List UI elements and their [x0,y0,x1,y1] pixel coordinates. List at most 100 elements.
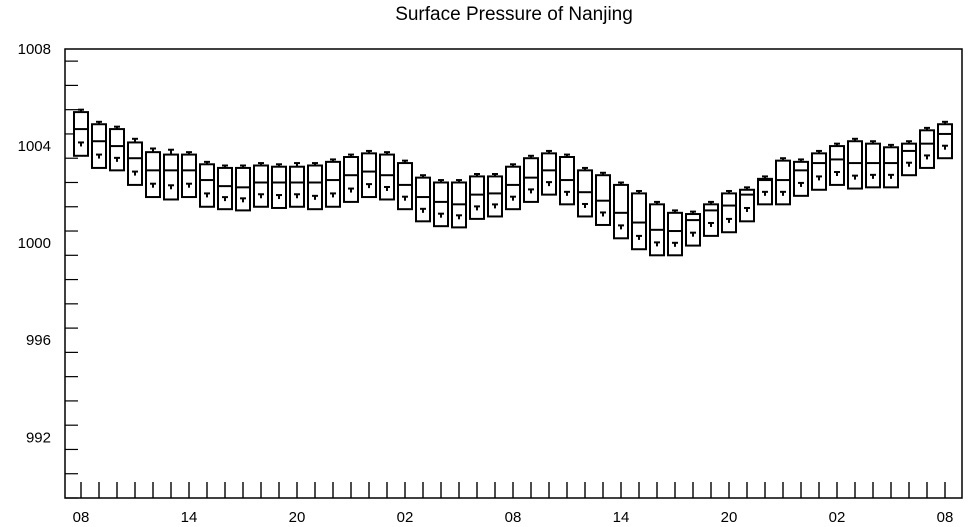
box-group [523,154,539,203]
box-group [127,137,143,186]
box [703,203,719,237]
box-group [577,166,593,218]
box-group [757,175,773,206]
box-group [343,153,359,203]
box [829,145,845,186]
box [91,123,107,169]
box-group [271,163,287,209]
box [343,156,359,203]
box [469,175,485,220]
box-group [235,164,251,212]
box [613,183,629,240]
box [253,164,269,208]
box-series [73,108,953,257]
box-group [937,120,953,160]
box-group [415,174,431,223]
box [487,175,503,218]
box [199,163,215,208]
box-group [847,137,863,190]
box-group [631,189,647,251]
box-group [73,108,89,157]
box [235,166,251,212]
x-axis: 08 14 20 02 08 14 20 02 08 [73,482,954,526]
box-group [217,164,233,211]
box [775,159,791,206]
box [721,192,737,234]
y-tick-label: 1008 [18,41,51,58]
box-group [667,209,683,257]
box [865,142,881,189]
y-tick-label: 992 [26,429,51,446]
x-tick-label: 20 [289,509,306,526]
box [217,166,233,211]
x-tick-label: 02 [397,509,414,526]
box [307,164,323,211]
box [325,160,341,208]
box-group [865,140,881,189]
box [883,146,899,189]
y-tick-label: 996 [26,332,51,349]
box-group [739,186,755,223]
box-group [91,120,107,169]
chart-title: Surface Pressure of Nanjing [395,4,633,25]
box [685,213,701,247]
x-tick-label: 14 [181,509,198,526]
box-group [487,172,503,218]
box-group [901,140,917,177]
box [847,140,863,190]
box [811,152,827,191]
x-tick-label: 08 [73,509,90,526]
box [289,165,305,208]
box-group [595,171,611,226]
box-group [613,181,629,240]
x-tick-label: 08 [505,509,522,526]
x-tick-label: 14 [613,509,630,526]
box-group [685,210,701,247]
box-group [379,151,395,201]
box [127,141,143,186]
box-group [253,162,269,208]
box [919,129,935,169]
box-group [361,149,377,199]
box-group [325,158,341,208]
y-tick-label: 1000 [18,235,51,252]
x-tick-label: 20 [721,509,738,526]
box-group [775,157,791,206]
box-group [109,125,125,172]
box [163,153,179,201]
box-group [793,158,809,197]
box-group [397,159,413,211]
box [181,153,197,199]
box [397,162,413,211]
box-group [163,148,179,201]
box-group [181,151,197,199]
box-group [559,153,575,206]
box-group [919,126,935,169]
x-tick-label: 08 [937,509,954,526]
box [145,151,161,199]
box-group [469,172,485,220]
box [541,152,557,196]
box [433,181,449,228]
box [667,211,683,257]
box-group [451,179,467,229]
box [793,160,809,197]
x-tick-label: 02 [829,509,846,526]
box [415,176,431,223]
y-axis: 992 996 1000 1004 1008 [18,41,78,499]
box-group [721,189,737,234]
box [937,123,953,160]
box [631,192,647,251]
box-group [703,200,719,237]
box [379,153,395,201]
box [109,128,125,172]
box [523,157,539,203]
box-group [883,143,899,189]
box [73,111,89,157]
box-group [289,162,305,208]
y-tick-label: 1004 [18,138,51,155]
box-group [541,149,557,196]
box-group [199,160,215,208]
plot-frame [64,48,963,499]
